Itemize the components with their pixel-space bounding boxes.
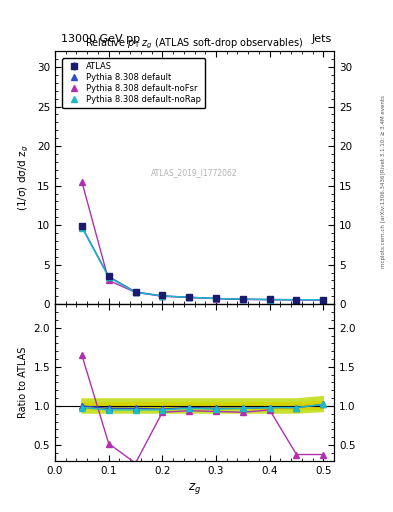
Pythia 8.308 default [107,273,111,280]
Pythia 8.308 default [133,289,138,295]
Pythia 8.308 default [160,293,165,299]
Text: Jets: Jets [311,33,331,44]
Pythia 8.308 default-noFsr [214,295,219,302]
Pythia 8.308 default-noFsr [133,289,138,295]
Text: 13000 GeV pp: 13000 GeV pp [61,33,140,44]
Pythia 8.308 default-noRap [187,294,191,301]
Legend: ATLAS, Pythia 8.308 default, Pythia 8.308 default-noFsr, Pythia 8.308 default-no: ATLAS, Pythia 8.308 default, Pythia 8.30… [62,58,205,109]
Pythia 8.308 default-noRap [321,296,326,303]
Line: Pythia 8.308 default: Pythia 8.308 default [79,224,326,303]
Pythia 8.308 default [79,224,84,230]
Polygon shape [82,397,323,413]
Pythia 8.308 default-noRap [241,296,245,302]
Y-axis label: (1/σ) dσ/d z$_g$: (1/σ) dσ/d z$_g$ [17,144,31,211]
Pythia 8.308 default-noRap [79,224,84,230]
Pythia 8.308 default-noFsr [79,179,84,185]
Pythia 8.308 default [294,296,299,303]
Pythia 8.308 default-noRap [107,274,111,281]
Pythia 8.308 default [267,296,272,303]
Pythia 8.308 default-noRap [133,289,138,295]
Pythia 8.308 default-noRap [214,295,219,302]
Text: ATLAS_2019_I1772062: ATLAS_2019_I1772062 [151,168,238,177]
Pythia 8.308 default [214,295,219,302]
Pythia 8.308 default-noRap [267,296,272,303]
Line: Pythia 8.308 default-noRap: Pythia 8.308 default-noRap [79,225,326,303]
Pythia 8.308 default [321,296,326,303]
Pythia 8.308 default-noFsr [267,296,272,303]
Pythia 8.308 default-noFsr [160,293,165,300]
Pythia 8.308 default-noRap [294,296,299,303]
Pythia 8.308 default-noFsr [241,296,245,303]
Pythia 8.308 default-noFsr [294,297,299,303]
Text: Rivet 3.1.10; ≥ 3.4M events: Rivet 3.1.10; ≥ 3.4M events [381,95,386,172]
Pythia 8.308 default-noFsr [321,297,326,303]
Title: Relative $p_\mathrm{T}$ $z_g$ (ATLAS soft-drop observables): Relative $p_\mathrm{T}$ $z_g$ (ATLAS sof… [85,37,304,51]
Pythia 8.308 default [187,294,191,301]
X-axis label: $z_g$: $z_g$ [188,481,201,496]
Pythia 8.308 default-noRap [160,293,165,299]
Pythia 8.308 default-noFsr [187,294,191,301]
Polygon shape [82,401,323,409]
Pythia 8.308 default [241,296,245,302]
Line: Pythia 8.308 default-noFsr: Pythia 8.308 default-noFsr [79,179,326,303]
Y-axis label: Ratio to ATLAS: Ratio to ATLAS [18,347,28,418]
Pythia 8.308 default-noFsr [107,278,111,284]
Text: mcplots.cern.ch [arXiv:1306.3436]: mcplots.cern.ch [arXiv:1306.3436] [381,173,386,268]
